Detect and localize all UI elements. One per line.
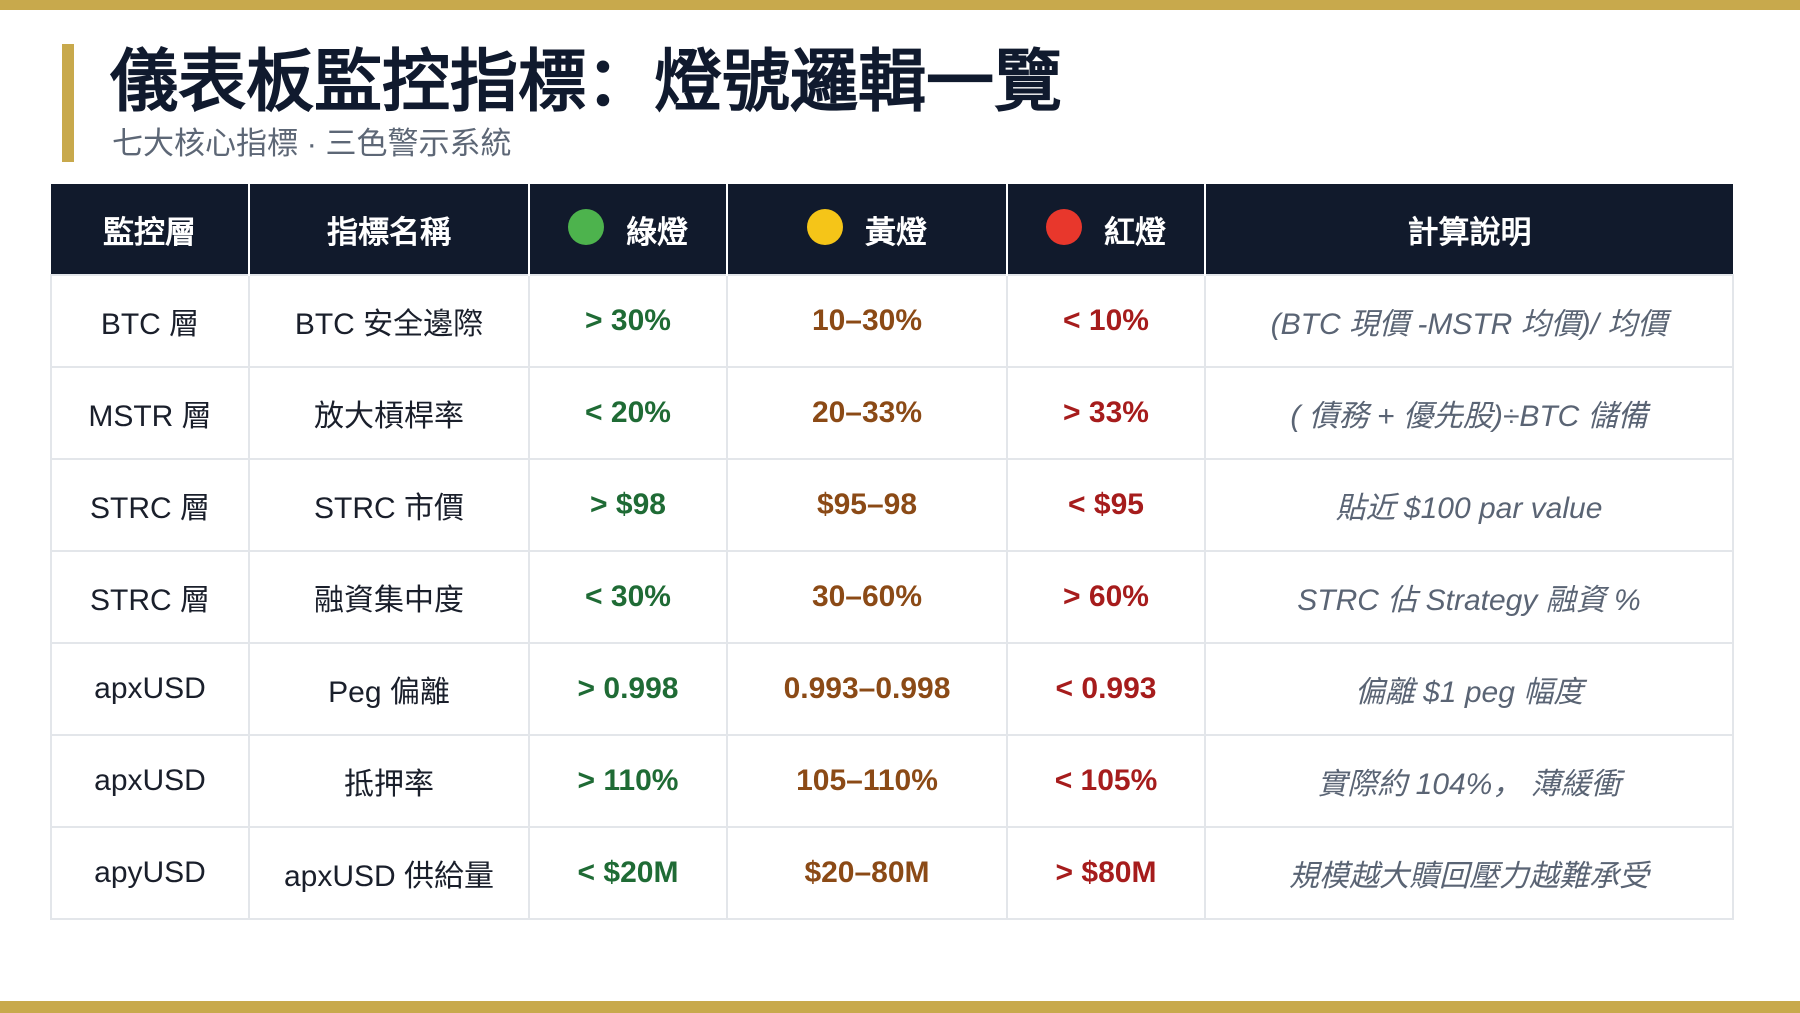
cell-red-threshold: > $80M — [1006, 826, 1206, 920]
cell-yellow-threshold: 0.993–0.998 — [726, 642, 1008, 736]
cell-calculation-note: STRC 佔 Strategy 融資 % — [1204, 550, 1734, 644]
header-layer: 監控層 — [51, 184, 250, 275]
cell-yellow-threshold: 20–33% — [726, 366, 1008, 460]
cell-green-threshold: > $98 — [528, 458, 728, 552]
cell-indicator-name: apxUSD 供給量 — [248, 826, 530, 920]
title-accent-bar — [62, 44, 74, 162]
cell-green-threshold: < 30% — [528, 550, 728, 644]
cell-green-threshold: > 30% — [528, 274, 728, 368]
cell-red-threshold: < 10% — [1006, 274, 1206, 368]
cell-indicator-name: STRC 市價 — [248, 458, 530, 552]
header-name: 指標名稱 — [249, 184, 530, 275]
cell-green-threshold: > 110% — [528, 734, 728, 828]
cell-red-threshold: < $95 — [1006, 458, 1206, 552]
table-row: apyUSD apxUSD 供給量 < $20M $20–80M > $80M 規模越大贖… — [50, 826, 1734, 920]
cell-yellow-threshold: 105–110% — [726, 734, 1008, 828]
indicator-table-container: 監控層 指標名稱 綠燈 黃燈 紅燈 計算說明 BTC 層 BTC 安全邊際 > 30… — [50, 184, 1734, 920]
table-row: STRC 層融資集中度 < 30% 30–60% > 60% STRC 佔 Strate… — [50, 550, 1734, 644]
cell-indicator-name: Peg 偏離 — [248, 642, 530, 736]
cell-calculation-note: (BTC 現價 -MSTR 均價)/ 均價 — [1204, 274, 1734, 368]
page-subtitle: 七大核心指標 · 三色警示系統 — [112, 126, 512, 161]
cell-red-threshold: > 60% — [1006, 550, 1206, 644]
cell-calculation-note: ( 債務 + 優先股)÷BTC 儲備 — [1204, 366, 1734, 460]
bottom-accent-band — [0, 1001, 1800, 1013]
header-yellow: 黃燈 — [727, 184, 1008, 275]
header-green: 綠燈 — [529, 184, 728, 275]
cell-calculation-note: 實際約 104%， 薄緩衝 — [1204, 734, 1734, 828]
top-accent-band — [0, 0, 1800, 10]
cell-yellow-threshold: $95–98 — [726, 458, 1008, 552]
cell-indicator-name: 融資集中度 — [248, 550, 530, 644]
header-red: 紅燈 — [1007, 184, 1206, 275]
red-circle-icon — [1046, 209, 1082, 245]
cell-indicator-name: 抵押率 — [248, 734, 530, 828]
cell-layer: STRC 層 — [50, 550, 250, 644]
cell-green-threshold: < 20% — [528, 366, 728, 460]
cell-layer: apxUSD — [50, 642, 250, 736]
page-title: 儀表板監控指標：燈號邏輯一覽 — [110, 44, 1063, 120]
table-body: BTC 層 BTC 安全邊際 > 30% 10–30% < 10% (BTC 現價 -MS… — [50, 274, 1734, 920]
cell-green-threshold: > 0.998 — [528, 642, 728, 736]
table-row: STRC 層 STRC 市價 > $98 $95–98 < $95 貼近 $100 par… — [50, 458, 1734, 552]
cell-layer: apxUSD — [50, 734, 250, 828]
cell-green-threshold: < $20M — [528, 826, 728, 920]
cell-calculation-note: 規模越大贖回壓力越難承受 — [1204, 826, 1734, 920]
cell-red-threshold: < 105% — [1006, 734, 1206, 828]
cell-yellow-threshold: 30–60% — [726, 550, 1008, 644]
table-row: apxUSD Peg 偏離 > 0.998 0.993–0.998 < 0.993 偏離 … — [50, 642, 1734, 736]
cell-calculation-note: 貼近 $100 par value — [1204, 458, 1734, 552]
header-note: 計算說明 — [1205, 184, 1733, 275]
cell-red-threshold: < 0.993 — [1006, 642, 1206, 736]
table-row: MSTR 層放大槓桿率 < 20% 20–33% > 33%( 債務 + 優先股)÷B… — [50, 366, 1734, 460]
cell-layer: BTC 層 — [50, 274, 250, 368]
cell-layer: apyUSD — [50, 826, 250, 920]
cell-yellow-threshold: 10–30% — [726, 274, 1008, 368]
yellow-circle-icon — [807, 209, 843, 245]
green-circle-icon — [568, 209, 604, 245]
cell-indicator-name: 放大槓桿率 — [248, 366, 530, 460]
cell-yellow-threshold: $20–80M — [726, 826, 1008, 920]
cell-layer: MSTR 層 — [50, 366, 250, 460]
table-row: BTC 層 BTC 安全邊際 > 30% 10–30% < 10% (BTC 現價 -MS… — [50, 274, 1734, 368]
cell-calculation-note: 偏離 $1 peg 幅度 — [1204, 642, 1734, 736]
table-header-row: 監控層 指標名稱 綠燈 黃燈 紅燈 計算說明 — [51, 184, 1733, 275]
indicator-table: 監控層 指標名稱 綠燈 黃燈 紅燈 計算說明 BTC 層 BTC 安全邊際 > 30… — [50, 184, 1734, 920]
cell-indicator-name: BTC 安全邊際 — [248, 274, 530, 368]
cell-red-threshold: > 33% — [1006, 366, 1206, 460]
cell-layer: STRC 層 — [50, 458, 250, 552]
table-row: apxUSD 抵押率 > 110% 105–110% < 105% 實際約 104%， 薄… — [50, 734, 1734, 828]
